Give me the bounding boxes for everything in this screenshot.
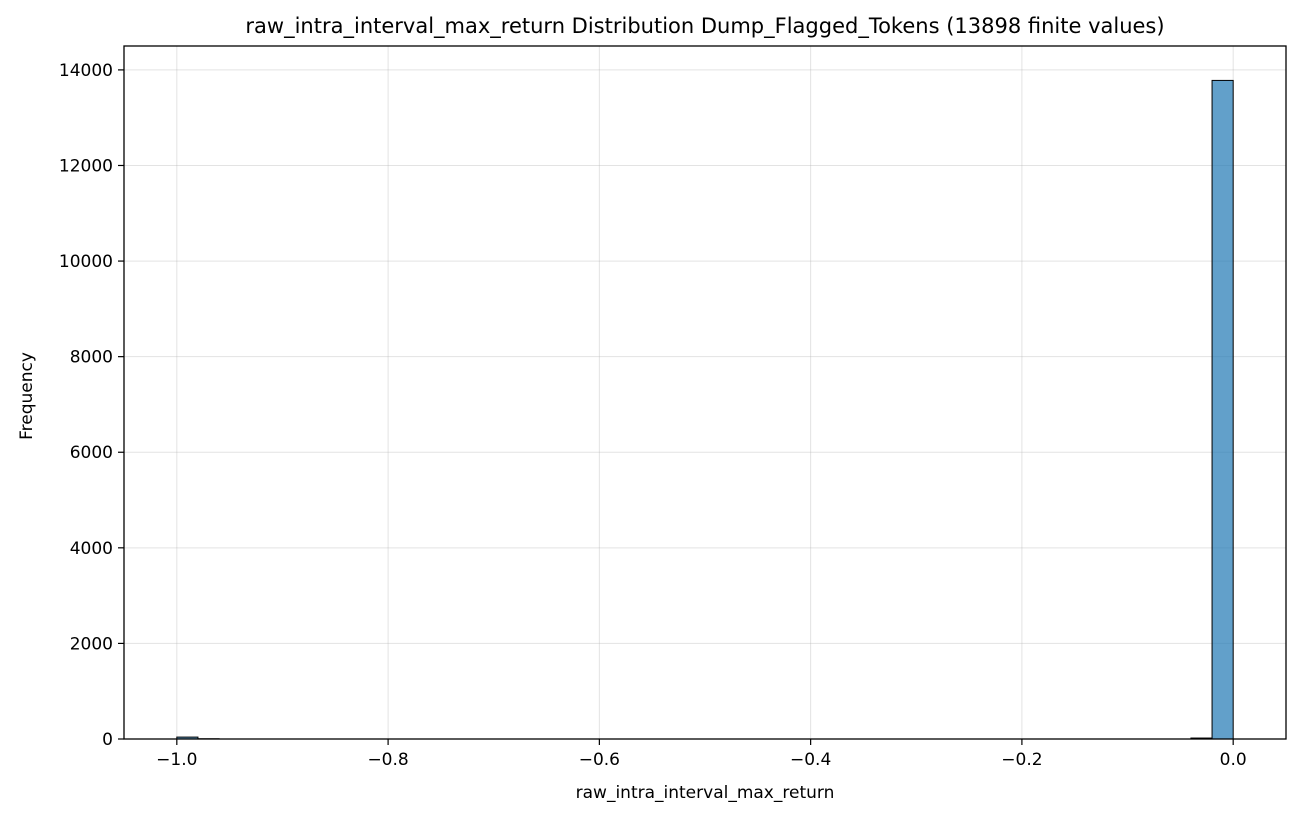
y-axis-label: Frequency (17, 352, 37, 440)
y-tick-label: 4000 (70, 539, 113, 559)
y-tick-label: 10000 (59, 252, 113, 272)
x-axis-ticks: −1.0 −0.8 −0.6 −0.4 −0.2 0.0 (156, 739, 1247, 770)
y-tick-label: 2000 (70, 634, 113, 654)
x-tick-label: −0.8 (367, 750, 408, 770)
x-tick-label: −0.4 (790, 750, 831, 770)
histogram-bars (176, 79, 1234, 740)
chart-title: raw_intra_interval_max_return Distributi… (245, 14, 1164, 39)
x-tick-label: −0.2 (1001, 750, 1042, 770)
histogram-bar (1211, 79, 1234, 740)
grid-lines (124, 46, 1286, 740)
x-axis-label: raw_intra_interval_max_return (576, 783, 835, 803)
y-tick-label: 6000 (70, 443, 113, 463)
y-axis-ticks: 0 2000 4000 6000 8000 10000 12000 14000 (59, 61, 124, 750)
y-tick-label: 0 (102, 730, 113, 750)
x-tick-label: −1.0 (156, 750, 197, 770)
x-tick-label: −0.6 (579, 750, 620, 770)
x-tick-label: 0.0 (1220, 750, 1247, 770)
y-tick-label: 12000 (59, 156, 113, 176)
plot-frame (123, 45, 1287, 740)
y-tick-label: 14000 (59, 61, 113, 81)
y-tick-label: 8000 (70, 348, 113, 368)
